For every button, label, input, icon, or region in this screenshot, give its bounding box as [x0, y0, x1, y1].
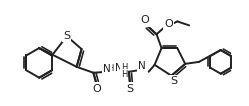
Text: O: O	[164, 19, 173, 29]
Text: H: H	[107, 64, 113, 73]
Text: N: N	[103, 64, 111, 74]
Text: S: S	[170, 76, 177, 86]
Text: N: N	[115, 63, 123, 73]
Text: N: N	[138, 61, 146, 71]
Text: H: H	[121, 70, 127, 79]
Text: S: S	[63, 31, 70, 41]
Text: O: O	[92, 84, 101, 93]
Text: S: S	[126, 84, 133, 93]
Text: O: O	[140, 15, 149, 25]
Text: H: H	[121, 63, 127, 72]
Text: H: H	[140, 61, 147, 70]
